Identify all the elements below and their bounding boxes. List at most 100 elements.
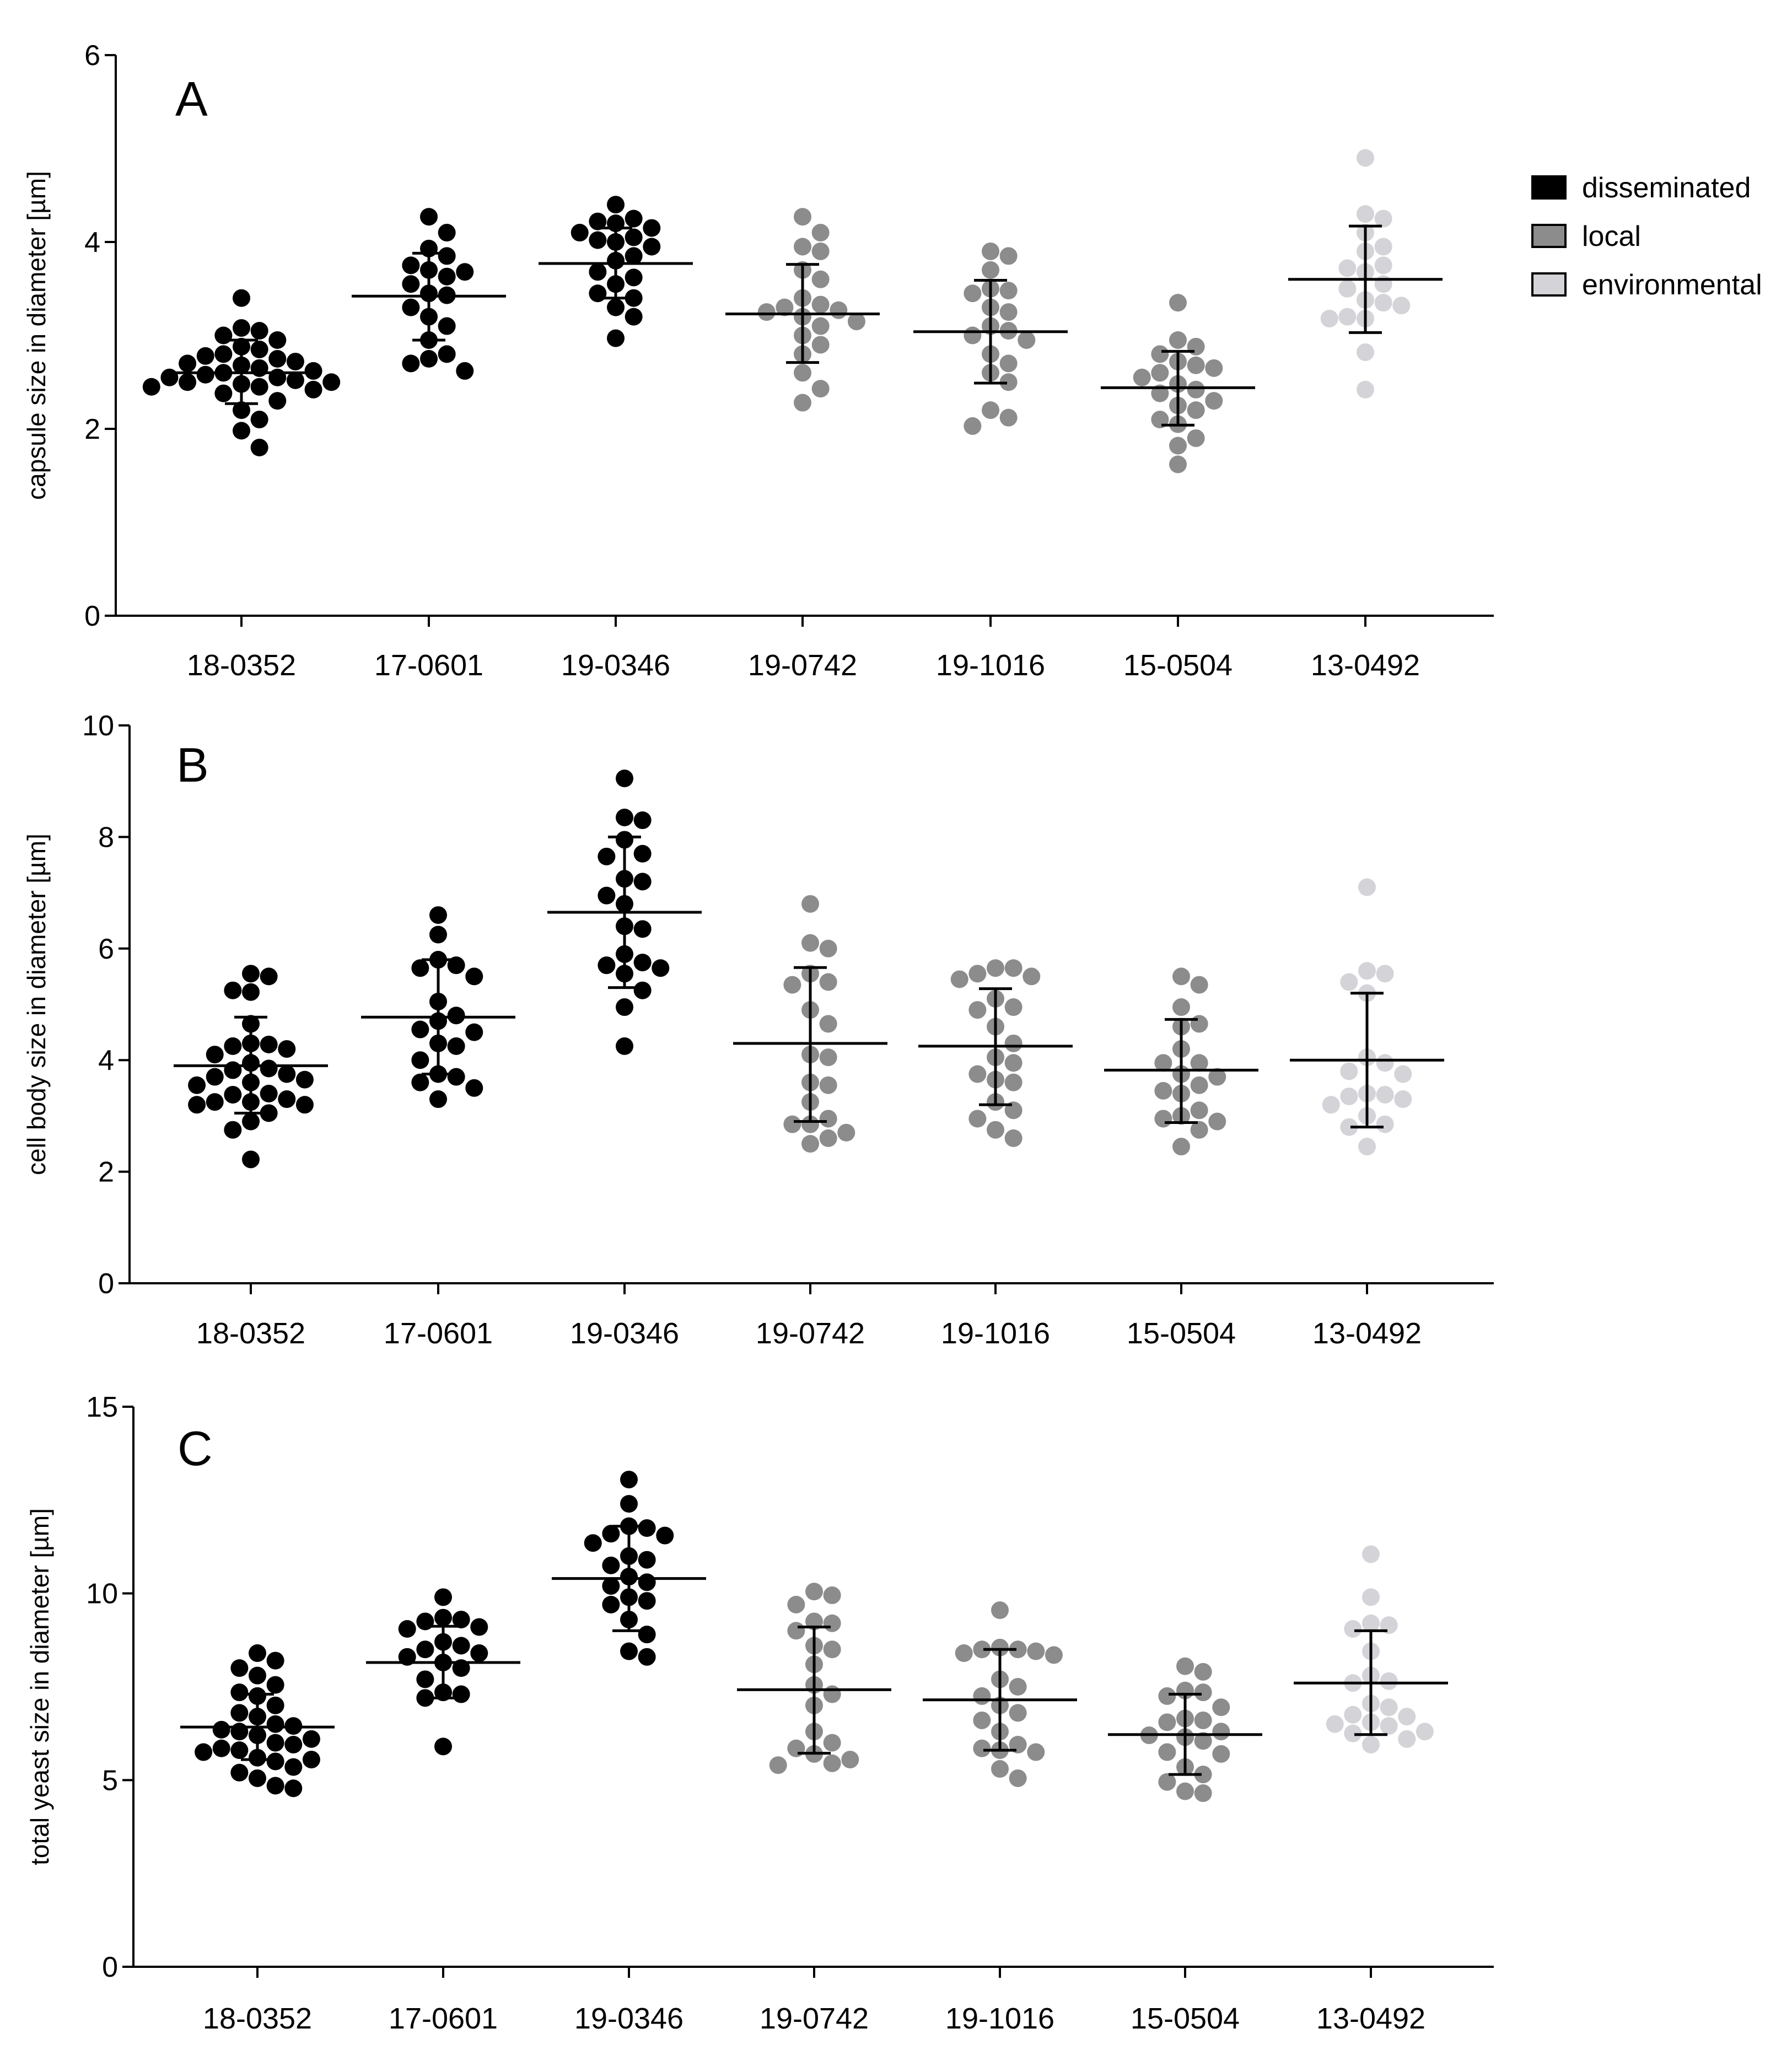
data-point [823,1685,841,1703]
data-point [999,282,1018,300]
data-point [1338,308,1357,326]
data-point [656,1526,674,1545]
data-point [1158,1743,1176,1761]
data-point [1187,380,1205,399]
data-point [1190,1101,1208,1120]
data-point [398,1620,416,1638]
data-point [1190,1121,1208,1139]
data-point [160,368,179,386]
data-point [230,1741,249,1760]
data-point [823,1734,841,1752]
y-tick-label: 6 [84,40,100,72]
data-point [284,1758,303,1776]
data-point [1376,1115,1394,1133]
y-tick-label: 15 [86,1391,118,1423]
data-point [429,906,447,924]
data-point [1205,359,1223,377]
data-point [638,1573,656,1591]
data-point [616,808,633,826]
data-point [847,313,865,331]
data-point [633,954,652,972]
data-point [179,373,197,391]
data-point [987,959,1004,977]
data-point [968,965,987,983]
data-point [260,967,278,986]
data-point [811,224,830,242]
data-point [1212,1745,1230,1763]
data-point [260,1059,278,1078]
data-point [206,1046,224,1064]
data-point [1009,1640,1027,1659]
data-point [286,371,304,389]
data-point [224,1037,242,1055]
data-point [411,1051,429,1069]
x-tick-label: 15-0504 [1123,649,1233,682]
data-point [452,1637,470,1655]
data-point [1169,455,1187,474]
x-tick-label: 15-0504 [1131,2002,1240,2035]
y-tick-label: 6 [98,933,114,965]
data-point [1009,1678,1027,1696]
data-point [284,1735,303,1753]
data-point [584,1534,602,1552]
data-point [268,331,287,349]
data-point [242,983,260,1001]
data-point [991,1601,1009,1620]
panels: 0 2 4 6 capsule size in diameter [µm] A 18-035… [22,40,1494,2035]
series-17-0601 [361,906,515,1109]
data-point [625,247,643,265]
data-point [1326,1715,1344,1733]
panel-letter: B [176,738,209,792]
data-point [1151,364,1169,382]
x-tick-label: 19-0346 [561,649,670,682]
data-point [620,1471,638,1489]
series-19-0742 [725,208,880,412]
data-point [801,1135,819,1153]
data-point [402,275,420,293]
series-19-0346 [552,1471,706,1666]
data-point [470,1618,488,1636]
data-point [1362,1588,1380,1606]
y-tick-label: 2 [84,413,100,445]
data-point [304,362,322,380]
data-point [1394,1065,1412,1083]
legend-label-environmental: environmental [1582,269,1762,301]
data-point [787,1622,805,1640]
data-point [1009,1769,1027,1787]
data-point [1374,275,1392,293]
data-point [811,295,830,314]
x-tick-label: 19-0346 [574,2002,684,2035]
data-point [1154,1054,1172,1072]
data-point [633,981,652,999]
data-point [1023,967,1041,986]
data-point [266,1651,284,1670]
data-point [964,284,982,303]
data-point [955,1644,973,1663]
data-point [1374,256,1392,275]
data-point [1212,1698,1230,1717]
data-point [1151,345,1169,363]
data-point [420,349,438,368]
data-point [1208,1112,1226,1131]
data-point [249,1644,266,1663]
data-point [260,1104,278,1122]
data-point [823,1586,841,1605]
data-point [1154,1110,1172,1128]
y-tick-label: 5 [102,1764,118,1796]
data-point [278,1090,296,1109]
data-point [638,1648,656,1666]
data-point [968,1001,987,1019]
data-point [268,368,287,386]
x-tick-label: 19-0742 [756,1317,865,1350]
x-tick-label: 19-1016 [945,2002,1054,2035]
data-point [805,1583,823,1601]
data-point [230,1723,249,1741]
data-point [1004,1073,1023,1091]
data-point [250,359,268,377]
data-point [438,317,456,335]
data-point [260,1084,278,1102]
x-tick-label: 19-0742 [760,2002,869,2035]
panel-B: 0 2 4 6 8 10 cell body size in diameter [µm] B 1… [22,710,1494,1350]
data-point [1018,331,1036,349]
data-point [206,1093,224,1111]
